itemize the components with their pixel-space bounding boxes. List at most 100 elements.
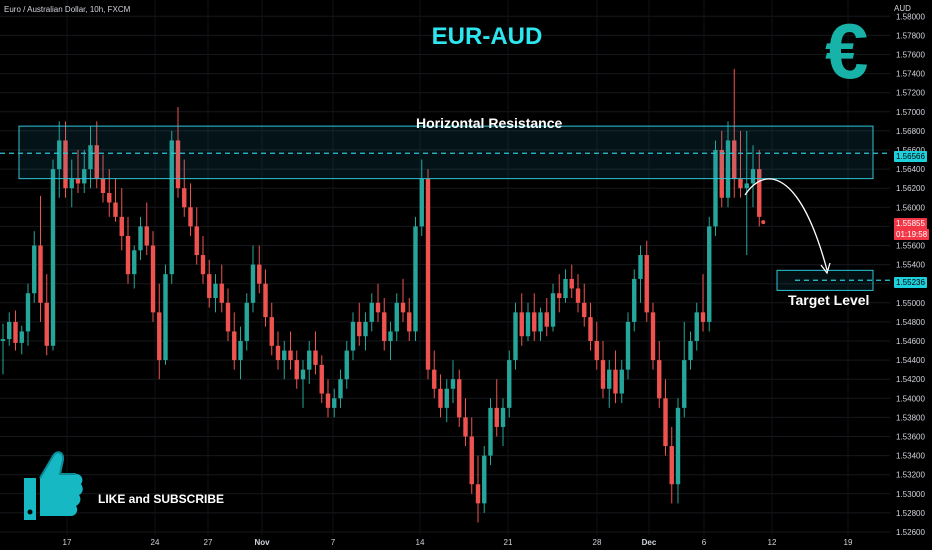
x-tick-label: 14 [416, 538, 425, 547]
candle-body [288, 350, 293, 361]
candle-body [432, 369, 437, 389]
candle-body [732, 140, 737, 179]
candle-body [438, 388, 443, 408]
candle-body [450, 379, 456, 389]
x-tick-label: 24 [151, 538, 160, 547]
like-subscribe-text[interactable]: LIKE and SUBSCRIBE [98, 492, 225, 506]
candle-body [100, 178, 106, 193]
candle-body [744, 183, 749, 189]
y-tick-label: 1.55600 [896, 242, 925, 251]
candle-body [469, 436, 474, 485]
candle-body [144, 226, 149, 246]
candle-body [307, 350, 312, 370]
candle-body [82, 169, 87, 184]
candle-body [150, 245, 156, 313]
candle-body [125, 235, 131, 275]
candle-body [375, 302, 381, 313]
candle-body [613, 369, 618, 394]
price-axis-currency: AUD [894, 4, 911, 13]
candle-body [69, 178, 74, 189]
y-tick-label: 1.53200 [896, 471, 925, 480]
bar-countdown: 01:19:58 [894, 229, 930, 240]
candle-body [38, 245, 43, 303]
candle-body [525, 312, 531, 337]
candle-body [582, 302, 587, 318]
candle-body [157, 312, 162, 361]
x-tick-label: Nov [254, 538, 270, 547]
euro-icon: € [825, 7, 869, 95]
candle-body [294, 360, 299, 380]
candle-body [369, 302, 374, 322]
y-tick-label: 1.53400 [896, 452, 925, 461]
candle-body [225, 302, 231, 332]
candle-body [63, 140, 68, 189]
candle-body [507, 360, 512, 408]
candle-body [107, 192, 112, 203]
candle-body [244, 302, 249, 341]
candle-body [500, 407, 506, 427]
candle-body [488, 407, 493, 456]
projection-arrowhead [820, 262, 831, 275]
candle-body [757, 169, 762, 217]
candle-body [625, 321, 631, 370]
candle-body [400, 302, 406, 313]
candle-body [588, 317, 593, 341]
y-tick-label: 1.57000 [896, 108, 925, 117]
candle-body [275, 345, 281, 361]
candle-body [363, 321, 368, 337]
candle-body [332, 398, 337, 408]
candle-body [319, 364, 324, 394]
candle-body [219, 283, 224, 303]
candle-body [300, 369, 306, 380]
candle-body [213, 283, 218, 299]
chart-title: EUR-AUD [431, 23, 543, 50]
candle-body [557, 293, 562, 299]
candle-body [113, 202, 118, 217]
y-tick-label: 1.54800 [896, 318, 925, 327]
candle-body [357, 321, 362, 337]
candle-body [682, 360, 687, 408]
y-tick-label: 1.56000 [896, 203, 925, 212]
candle-body [550, 293, 556, 327]
y-tick-label: 1.54000 [896, 394, 925, 403]
time-axis: 17 24 27 Nov 7 14 21 28 Dec 6 12 19 [63, 538, 853, 547]
candle-body [188, 207, 193, 227]
candle-body [344, 350, 349, 380]
candle-body [719, 150, 724, 198]
resistance-zone [18, 125, 874, 180]
candle-body [569, 278, 574, 289]
x-tick-label: Dec [642, 538, 657, 547]
y-tick-label: 1.54600 [896, 337, 925, 346]
candle-body [163, 274, 168, 361]
candle-body [657, 360, 662, 399]
candlestick-series [0, 68, 762, 523]
candle-body [57, 140, 62, 170]
candle-body [313, 350, 318, 365]
candle-body [619, 369, 624, 394]
candle-body [338, 379, 343, 399]
x-tick-label: 27 [204, 538, 213, 547]
candle-body [563, 278, 568, 299]
candle-body [600, 360, 606, 389]
candle-body [182, 188, 187, 208]
symbol-label[interactable]: Euro / Australian Dollar, 10h, FXCM [4, 5, 131, 14]
y-tick-label: 1.53800 [896, 413, 925, 422]
x-tick-label: 17 [63, 538, 72, 547]
y-tick-label: 1.53600 [896, 433, 925, 442]
candle-body [482, 455, 487, 504]
candle-body [644, 255, 649, 313]
candle-body [694, 312, 699, 341]
candle-body [463, 417, 468, 437]
x-tick-label: 19 [844, 538, 853, 547]
candle-body [707, 226, 712, 322]
candle-body [25, 293, 31, 332]
y-tick-label: 1.57800 [896, 31, 925, 40]
y-tick-label: 1.58000 [896, 12, 925, 21]
candle-body [175, 140, 181, 189]
y-tick-label: 1.53000 [896, 490, 925, 499]
candle-body [232, 331, 237, 361]
candle-body [607, 369, 612, 389]
candle-body [19, 331, 24, 343]
candle-body [119, 216, 124, 236]
